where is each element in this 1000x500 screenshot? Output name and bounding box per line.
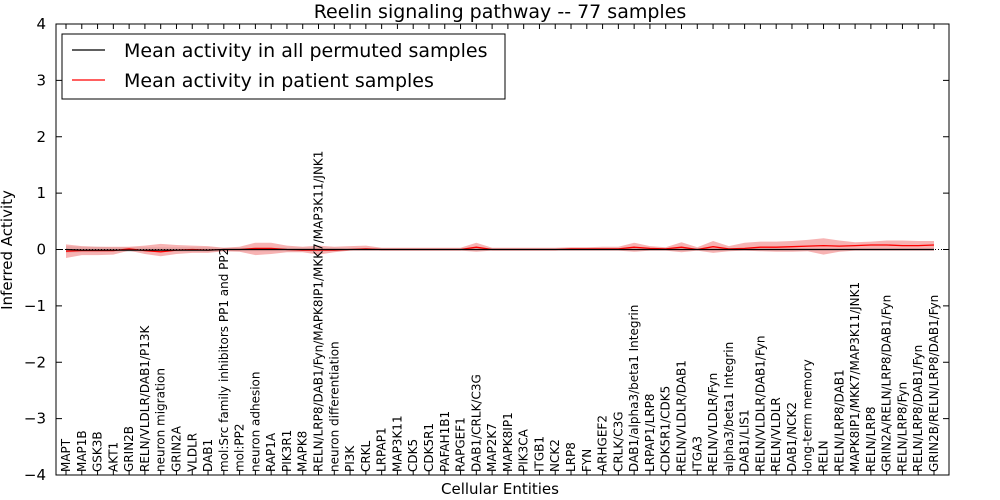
x-category-label: long-term memory [801,359,815,472]
x-category-label: GRIN2A/RELN/LRP8/DAB1/Fyn [880,295,894,472]
x-category-label: RELN [817,440,831,472]
x-category-label: CRLK/C3G [611,411,625,472]
y-tick-label: −3 [24,410,46,428]
plot-border [55,23,950,476]
x-category-label: LRPAP1 [375,427,389,472]
x-category-label: VLDLR [185,433,199,472]
x-category-label: PIK3R1 [280,430,294,472]
x-category-label: RELN/LRP8/DAB1/Fyn/MAPK8IP1/MKK7/MAP3K11… [312,151,326,472]
x-category-label: PAFAH1B1 [438,411,452,472]
y-tick-label: −1 [24,297,46,315]
x-category-label: RELN/LRP8/Fyn [895,382,909,472]
x-category-label: RELN/VLDLR/DAB1/Fyn [753,336,767,472]
x-category-label: RELN/LRP8/DAB1 [832,369,846,472]
x-category-label: neuron migration [154,368,168,472]
band-series-1 [66,238,934,258]
x-category-label: RELN/VLDLR/DAB1 [675,360,689,472]
x-category-label: MAPK8IP1/MKK7/MAP3K11/JNK1 [848,282,862,472]
y-tick-label: 1 [36,184,46,202]
x-category-label: MAPK8IP1 [501,412,515,472]
x-category-label: MAP2K7 [485,423,499,472]
x-category-label: CDK5R1 [422,423,436,472]
x-category-label: RAPGEF1 [454,417,468,472]
x-category-label: PIK3CA [517,428,531,472]
x-category-label: ITGB1 [533,436,547,472]
x-category-label: LRPAP1/LRP8 [643,393,657,472]
legend-entry-permuted: Mean activity in all permuted samples [124,40,487,62]
x-category-label: MAP3K11 [390,415,404,472]
x-category-label: GRIN2A [170,425,184,472]
legend-entry-patient: Mean activity in patient samples [124,70,434,92]
x-category-label: GRIN2B [122,426,136,472]
y-tick-label: 2 [36,128,46,146]
x-category-labels: MAPT MAP1B GSK3B AKT1 GRIN2B RELN/VLDLR/DAB1/… [59,151,941,472]
x-category-label: RAP1A [264,432,278,472]
x-category-label: MAPK8 [296,431,310,472]
x-category-label: PI3K [343,445,357,472]
x-category-label: DAB1/NCK2 [785,402,799,472]
x-category-label: AKT1 [106,442,120,472]
y-axis-label: Inferred Activity [0,190,16,310]
x-category-label: DAB1/LIS1 [738,409,752,472]
x-category-label: CRKL [359,440,373,472]
x-axis-label: Cellular Entities [441,480,559,498]
legend: Mean activity in all permuted samples Me… [61,33,506,100]
x-category-label: CDK5R1/CDK5 [659,386,673,472]
x-category-label: CDK5 [406,439,420,472]
x-category-label: neuron differentiation [327,341,341,472]
x-category-label: ARHGEF2 [596,415,610,472]
x-category-label: GRIN2B/RELN/LRP8/DAB1/Fyn [927,295,941,472]
x-category-label: mol:Src family inhibitors PP1 and PP2 [217,248,231,472]
x-category-label: DAB1/alpha3/beta1 Integrin [627,305,641,472]
x-category-label: RELN/VLDLR/DAB1/P13K [138,325,152,472]
y-tick-label: −2 [24,353,46,371]
x-category-label: GSK3B [91,431,105,472]
y-tick-label: 4 [36,15,46,33]
legend-box [61,33,506,100]
y-tick-label: 0 [36,241,46,259]
x-category-label: DAB1/CRLK/C3G [469,374,483,472]
x-category-label: MAP1B [75,430,89,472]
x-category-label: neuron adhesion [248,371,262,472]
x-category-label: NCK2 [548,439,562,472]
x-category-label: ITGA3 [690,436,704,472]
chart-title: Reelin signaling pathway -- 77 samples [314,1,687,23]
x-category-label: MAPT [59,438,73,472]
y-tick-label: −4 [24,466,46,484]
x-category-label: mol:PP2 [233,423,247,472]
x-category-label: RELN/LRP8/DAB1/Fyn [911,345,925,472]
line-series-0 [65,248,934,251]
x-category-label: alpha3/beta1 Integrin [722,342,736,472]
x-ticks [65,24,935,475]
x-category-label: RELN/VLDLR [769,397,783,472]
x-category-label: LRP8 [564,442,578,472]
series-lines [65,244,935,253]
x-category-label: FYN [580,449,594,472]
x-category-label: DAB1 [201,439,215,472]
x-category-label: RELN/LRP8 [864,406,878,472]
y-tick-label: 3 [36,71,46,89]
x-category-label: RELN/VLDLR/Fyn [706,373,720,472]
